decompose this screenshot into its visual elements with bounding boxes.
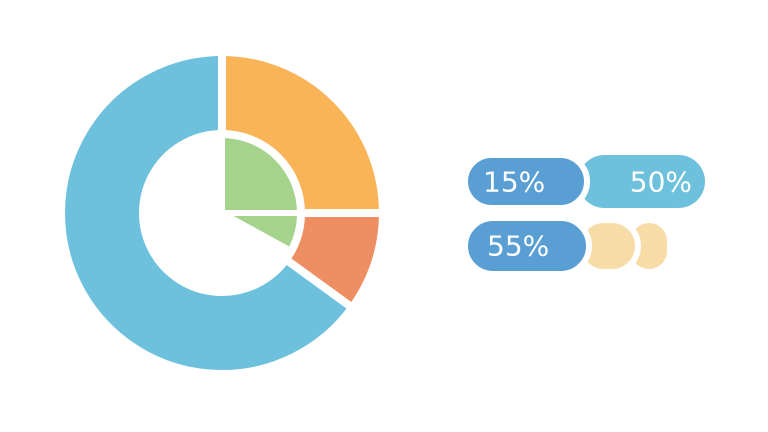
badge-pill [578, 155, 705, 208]
donut-segment [57, 47, 358, 378]
badge-pill [462, 152, 590, 211]
donut-segment [218, 47, 388, 217]
badge-label: 55% [487, 230, 549, 263]
badge-label: 50% [630, 166, 692, 199]
badge-pill [462, 215, 592, 277]
donut-segment [280, 209, 388, 314]
badge-group: 50% 15% 55% [462, 152, 705, 277]
badge-label: 15% [483, 166, 545, 199]
